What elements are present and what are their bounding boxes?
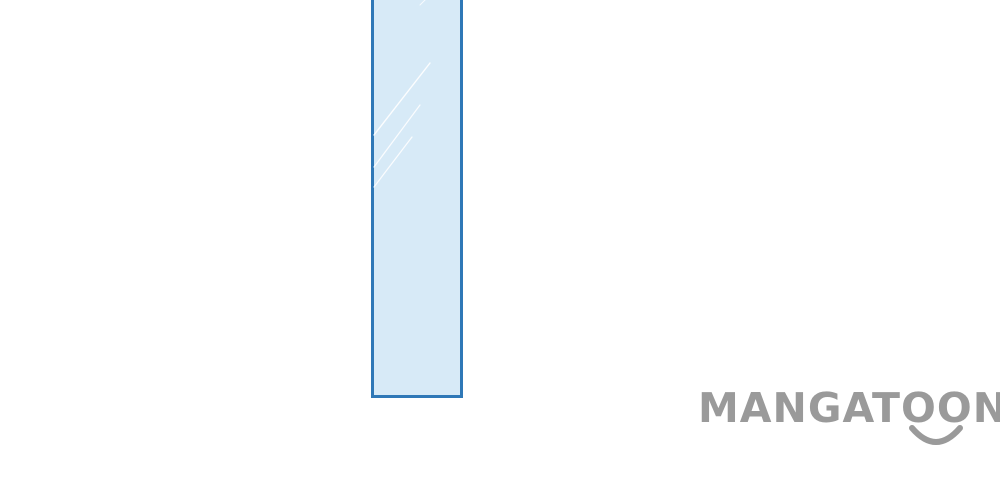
- glass-glare-lines: [373, 0, 431, 188]
- watermark-text: MANGATOON: [698, 384, 1000, 432]
- glass-window-panel: [371, 0, 463, 398]
- smile-icon: [909, 425, 963, 445]
- mangatoon-watermark: MANGATOON: [698, 384, 1000, 454]
